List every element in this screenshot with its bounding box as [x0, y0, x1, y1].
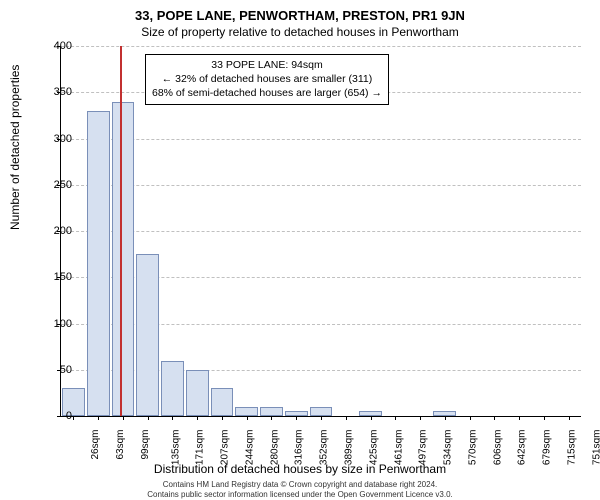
histogram-bar [260, 407, 283, 416]
histogram-bar [310, 407, 333, 416]
histogram-bar [87, 111, 110, 416]
y-tick-label: 50 [32, 364, 72, 376]
x-tick-label: 425sqm [368, 430, 379, 466]
x-tick [123, 416, 124, 420]
x-tick-label: 135sqm [170, 430, 181, 466]
x-tick-label: 244sqm [245, 430, 256, 466]
x-tick-label: 497sqm [418, 430, 429, 466]
x-tick [73, 416, 74, 420]
x-tick [197, 416, 198, 420]
histogram-bar [112, 102, 135, 417]
x-tick [445, 416, 446, 420]
y-tick-label: 100 [32, 318, 72, 330]
x-tick [296, 416, 297, 420]
x-tick [148, 416, 149, 420]
y-axis-label: Number of detached properties [8, 65, 22, 230]
x-tick-label: 461sqm [393, 430, 404, 466]
chart-container: 33, POPE LANE, PENWORTHAM, PRESTON, PR1 … [0, 0, 600, 500]
x-tick-label: 570sqm [467, 430, 478, 466]
x-tick [420, 416, 421, 420]
x-tick-label: 280sqm [269, 430, 280, 466]
y-tick-label: 300 [32, 133, 72, 145]
x-tick-label: 26sqm [90, 430, 101, 460]
x-tick [271, 416, 272, 420]
footer-line-2: Contains public sector information licen… [0, 490, 600, 500]
x-tick [395, 416, 396, 420]
chart-wrapper: 26sqm63sqm99sqm135sqm171sqm207sqm244sqm2… [60, 46, 580, 416]
annotation-box: 33 POPE LANE: 94sqm ← 32% of detached ho… [145, 54, 389, 105]
y-tick-label: 200 [32, 225, 72, 237]
x-tick-label: 751sqm [591, 430, 600, 466]
x-tick-label: 352sqm [319, 430, 330, 466]
x-tick-label: 715sqm [566, 430, 577, 466]
x-tick [247, 416, 248, 420]
x-tick-label: 606sqm [492, 430, 503, 466]
y-tick-label: 400 [32, 40, 72, 52]
footer-line-1: Contains HM Land Registry data © Crown c… [0, 480, 600, 490]
x-tick [371, 416, 372, 420]
histogram-bar [186, 370, 209, 416]
gridline [61, 185, 581, 186]
x-tick-label: 389sqm [344, 430, 355, 466]
gridline [61, 231, 581, 232]
x-tick-label: 171sqm [195, 430, 206, 466]
y-tick-label: 350 [32, 86, 72, 98]
x-tick-label: 679sqm [542, 430, 553, 466]
y-tick-label: 150 [32, 271, 72, 283]
x-tick [569, 416, 570, 420]
annotation-line-2: ← 32% of detached houses are smaller (31… [152, 72, 382, 86]
gridline [61, 46, 581, 47]
x-tick-label: 63sqm [115, 430, 126, 460]
x-tick [494, 416, 495, 420]
x-tick [346, 416, 347, 420]
histogram-bar [136, 254, 159, 416]
x-tick [321, 416, 322, 420]
x-tick [98, 416, 99, 420]
histogram-bar [211, 388, 234, 416]
x-axis-label: Distribution of detached houses by size … [0, 462, 600, 476]
x-tick [544, 416, 545, 420]
x-tick [519, 416, 520, 420]
footer-attribution: Contains HM Land Registry data © Crown c… [0, 480, 600, 499]
y-tick-label: 250 [32, 179, 72, 191]
x-tick [222, 416, 223, 420]
x-tick [470, 416, 471, 420]
x-tick-label: 534sqm [443, 430, 454, 466]
x-tick-label: 99sqm [140, 430, 151, 460]
y-tick-label: 0 [32, 410, 72, 422]
histogram-bar [161, 361, 184, 417]
histogram-bar [235, 407, 258, 416]
x-tick-label: 316sqm [294, 430, 305, 466]
annotation-line-3: 68% of semi-detached houses are larger (… [152, 86, 382, 100]
annotation-line-1: 33 POPE LANE: 94sqm [152, 58, 382, 72]
gridline [61, 139, 581, 140]
x-tick-label: 642sqm [517, 430, 528, 466]
chart-title-main: 33, POPE LANE, PENWORTHAM, PRESTON, PR1 … [0, 0, 600, 23]
property-marker-line [120, 46, 122, 416]
x-tick-label: 207sqm [220, 430, 231, 466]
x-tick [172, 416, 173, 420]
chart-title-sub: Size of property relative to detached ho… [0, 23, 600, 39]
